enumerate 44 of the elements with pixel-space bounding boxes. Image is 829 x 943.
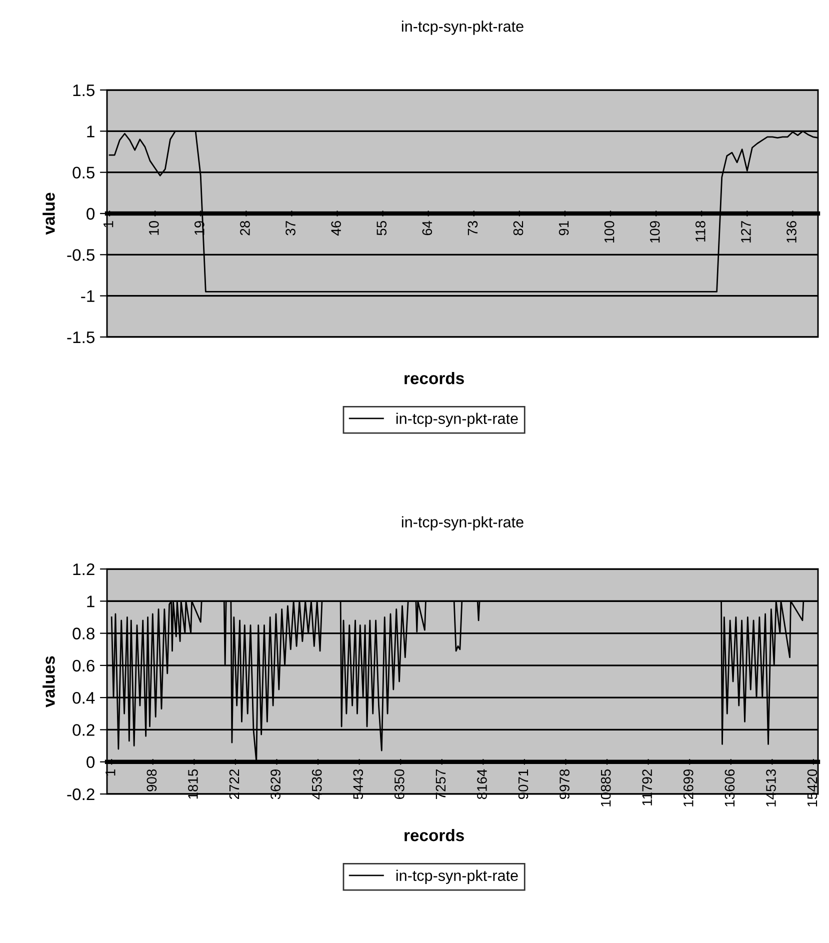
x-axis-title: records [404,829,464,842]
y-tick-label: 0.5 [72,166,94,179]
y-axis-title: values [42,656,55,708]
x-tick-label: 908 [146,769,157,792]
x-tick-label: 12699 [683,769,694,806]
x-tick-label: 91 [558,221,569,236]
x-tick-label: 136 [786,221,796,243]
x-tick-label: 28 [240,221,250,236]
x-tick-label: 64 [422,220,432,236]
y-tick-label: 0 [86,208,95,220]
x-tick-label: 7257 [436,769,446,799]
x-tick-label: 100 [604,220,614,243]
y-tick-label: 0.6 [72,660,94,672]
y-tick-label: -1 [81,290,94,302]
x-axis-title: records [404,372,464,384]
y-tick-label: -0.5 [67,249,94,261]
y-tick-label: 1.5 [73,84,94,96]
y-tick-label: 0 [86,756,95,768]
y-axis-title: value [42,192,55,235]
y-tick-label: 1 [87,126,94,138]
chart-title: in-tcp-syn-pkt-rate [402,20,524,35]
y-tick-label: 0.2 [72,724,94,736]
x-tick-label: 10 [148,220,159,235]
x-tick-label: 73 [468,221,478,236]
y-tick-label: 0.4 [72,692,95,704]
y-tick-label: -0.2 [67,788,94,800]
x-tick-label: 15420 [807,769,818,806]
legend-label: in-tcp-syn-pkt-rate [396,412,518,427]
legend-label: in-tcp-syn-pkt-rate [396,870,518,884]
y-tick-label: 1.2 [73,563,94,576]
y-tick-label: 1 [87,596,94,608]
x-tick-label: 1815 [188,769,198,799]
x-tick-label: 82 [513,221,524,236]
x-tick-label: 109 [650,221,660,243]
x-tick-label: 10885 [600,769,611,806]
x-tick-label: 118 [696,221,706,242]
x-tick-label: 46 [331,221,341,236]
x-tick-label: 11792 [642,769,652,806]
x-tick-label: 37 [286,221,296,236]
x-tick-label: 127 [741,221,751,243]
y-tick-label: -1.5 [67,332,94,344]
chart-title: in-tcp-syn-pkt-rate [402,516,524,531]
x-tick-label: 55 [376,221,387,236]
y-tick-label: 0.8 [72,628,94,640]
